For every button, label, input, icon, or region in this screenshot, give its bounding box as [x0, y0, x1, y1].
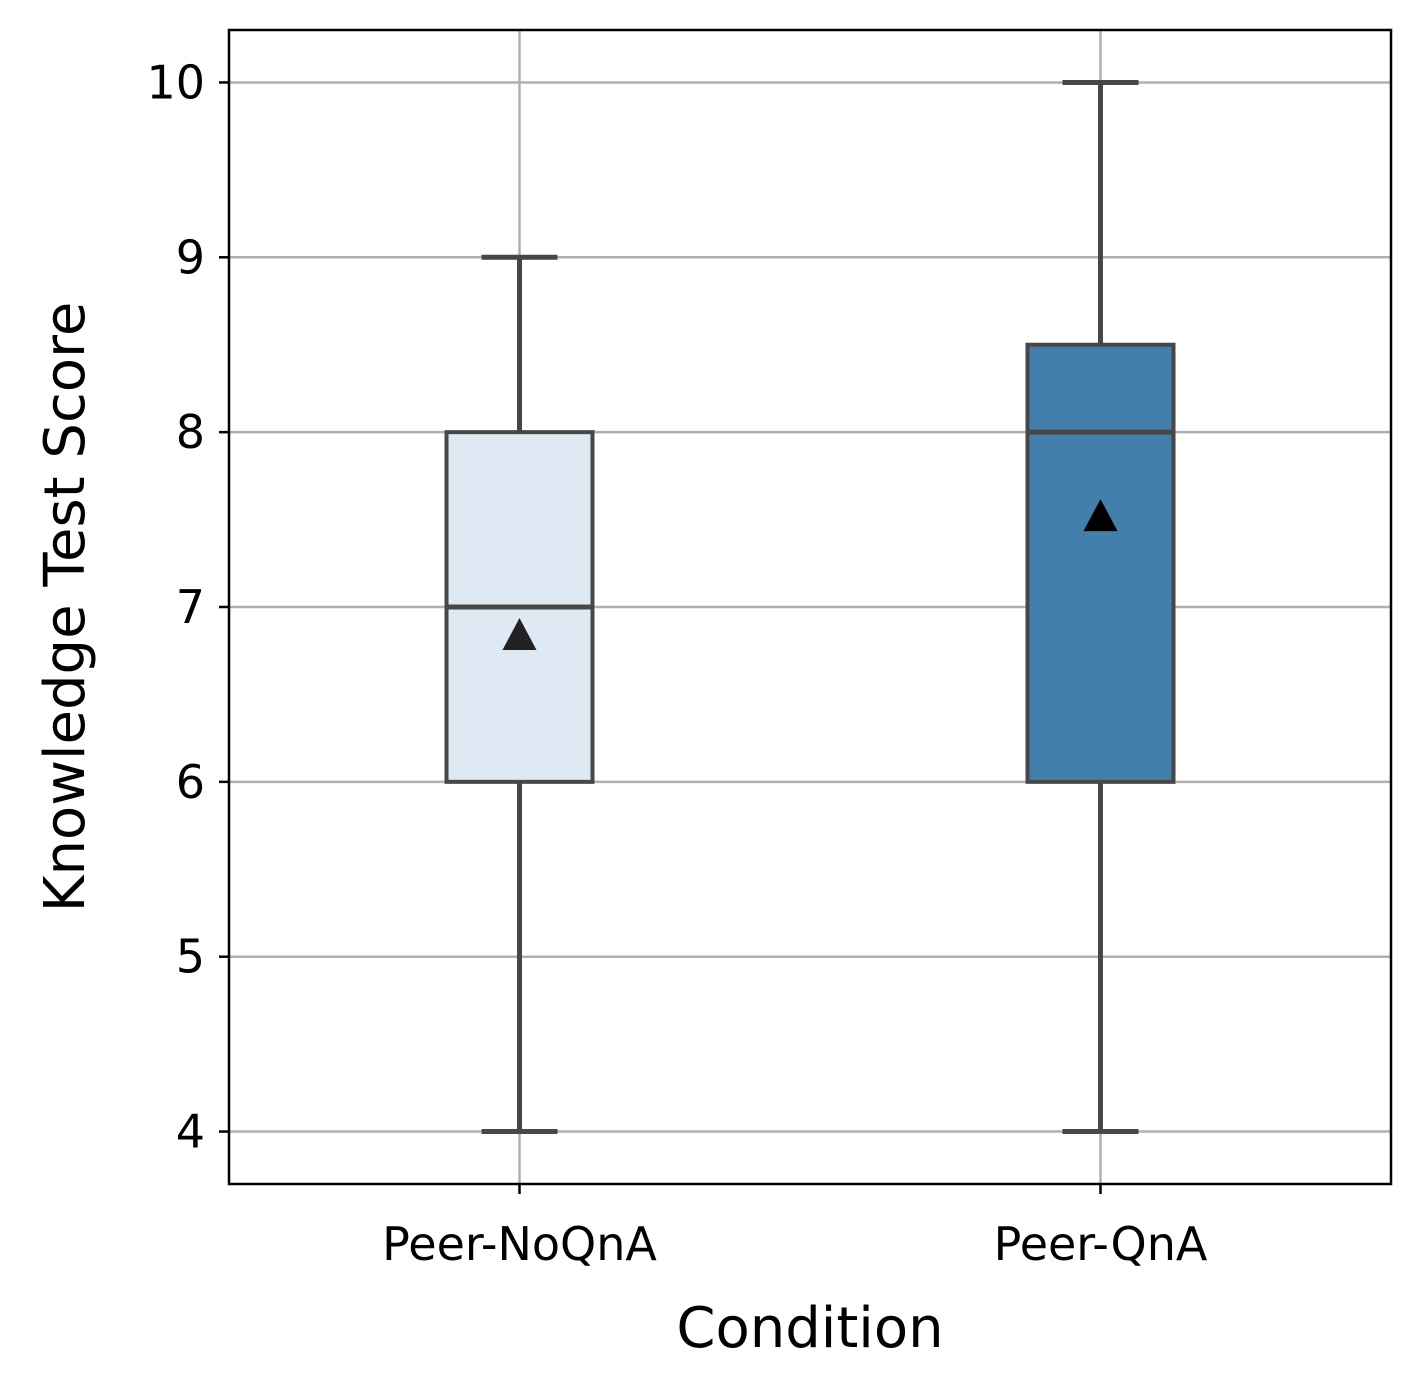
x-axis-ticks: Peer-NoQnA Peer-QnA	[382, 1184, 1208, 1271]
iqr-box	[1025, 342, 1176, 784]
y-tick-label: 10	[146, 55, 205, 109]
grid-lines	[229, 30, 1391, 1184]
y-axis-label: Knowledge Test Score	[33, 302, 98, 913]
y-tick-label: 4	[176, 1105, 205, 1159]
y-tick-label: 6	[176, 755, 205, 809]
x-tick-label: Peer-NoQnA	[382, 1217, 657, 1271]
box-peer-noqna	[444, 254, 595, 1135]
y-axis-ticks: 4 5 6 7 8 9 10	[146, 55, 229, 1159]
x-axis-label: Condition	[676, 1296, 943, 1361]
y-tick-label: 8	[176, 405, 205, 459]
y-tick-label: 5	[176, 930, 205, 984]
mean-marker	[1083, 499, 1118, 532]
y-tick-label: 7	[176, 580, 205, 634]
box-peer-qna	[1025, 79, 1176, 1135]
y-tick-label: 9	[176, 230, 205, 284]
boxes-group	[444, 79, 1176, 1135]
mean-marker	[502, 617, 537, 650]
x-tick-label: Peer-QnA	[994, 1217, 1208, 1271]
